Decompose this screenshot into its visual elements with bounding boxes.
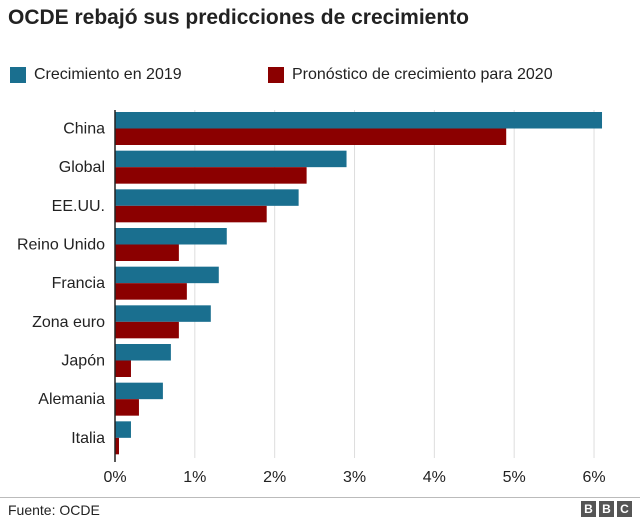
bar-2019 <box>115 189 299 206</box>
category-label: China <box>63 121 105 138</box>
x-tick-label: 4% <box>423 469 446 486</box>
x-tick-label: 0% <box>103 469 126 486</box>
bar-2020 <box>115 360 131 377</box>
bar-2019 <box>115 150 347 168</box>
category-label: EE.UU. <box>52 198 105 215</box>
bar-2019 <box>115 266 219 284</box>
category-label: Francia <box>52 275 105 292</box>
bar-2020 <box>115 128 507 145</box>
bar-2020 <box>115 437 119 455</box>
bbc-logo-letter: B <box>581 501 596 517</box>
bar-2019 <box>115 382 163 400</box>
bar-2019 <box>115 112 603 129</box>
bar-chart: China Global EE.UU. Reino Unido Francia Zona … <box>17 110 606 486</box>
chart-title: OCDE rebajó sus predicciones de crecimie… <box>8 6 469 29</box>
bar-2020 <box>115 244 179 261</box>
bar-2020 <box>115 321 179 339</box>
bar-2020 <box>115 167 307 184</box>
category-label: Global <box>59 159 105 176</box>
x-tick-label: 6% <box>582 469 605 486</box>
bar-2020 <box>115 205 267 223</box>
x-tick-label: 5% <box>503 469 526 486</box>
bar-2020 <box>115 399 139 416</box>
legend-item-2019: Crecimiento en 2019 <box>10 66 182 84</box>
legend-swatch-2019 <box>10 67 26 83</box>
bar-2019 <box>115 421 131 438</box>
bar-2019 <box>115 344 171 361</box>
bar-2020 <box>115 283 187 300</box>
bar-2019 <box>115 305 211 322</box>
legend-item-2020: Pronóstico de crecimiento para 2020 <box>268 66 553 84</box>
category-label: Japón <box>61 353 105 370</box>
legend-label-2020: Pronóstico de crecimiento para 2020 <box>292 66 553 83</box>
x-tick-label: 2% <box>263 469 286 486</box>
bbc-logo-letter: C <box>617 501 632 517</box>
legend-label-2019: Crecimiento en 2019 <box>34 66 182 83</box>
bbc-logo: B B C <box>581 501 632 517</box>
x-tick-label: 3% <box>343 469 366 486</box>
footer-divider <box>0 497 640 498</box>
bar-2019 <box>115 228 227 245</box>
category-label: Alemania <box>38 391 105 408</box>
category-label: Reino Unido <box>17 237 105 254</box>
legend-swatch-2020 <box>268 67 284 83</box>
category-label: Italia <box>71 430 105 447</box>
bbc-logo-letter: B <box>599 501 614 517</box>
category-label: Zona euro <box>32 314 105 331</box>
source-note: Fuente: OCDE <box>8 502 100 518</box>
x-tick-label: 1% <box>183 469 206 486</box>
